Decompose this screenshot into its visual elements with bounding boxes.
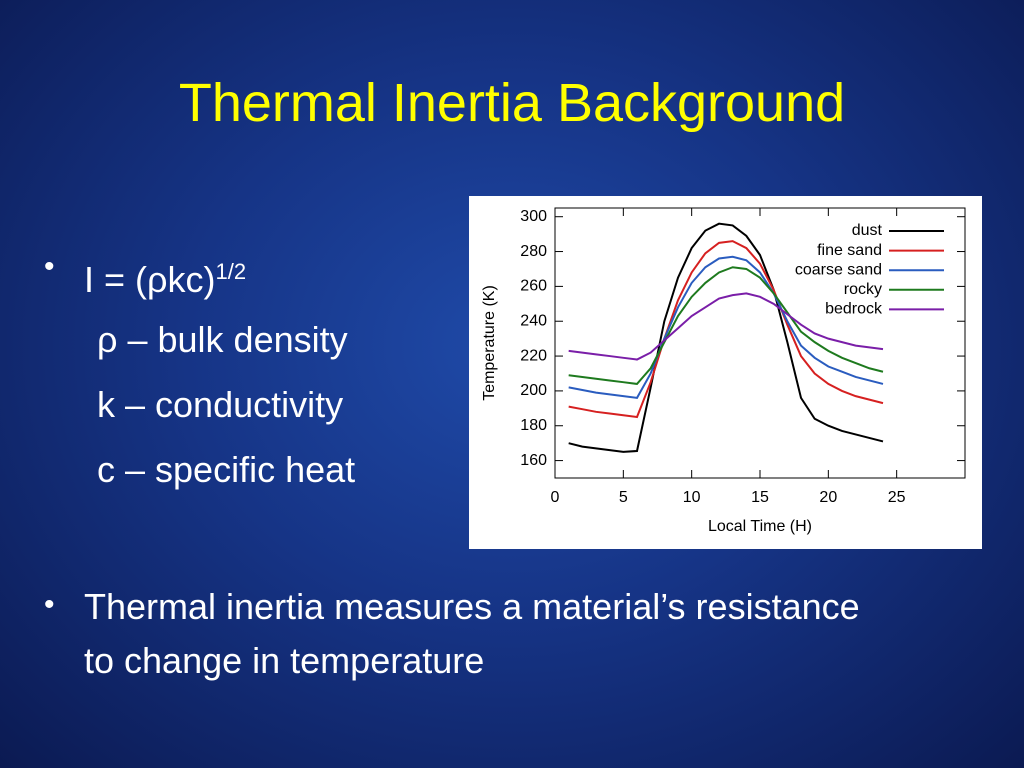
series-line <box>568 255 884 399</box>
x-tick-label: 15 <box>751 489 769 506</box>
chart: 160 180 200 220 240 260 280 300 0 5 10 15 20 25 Local … <box>469 196 982 549</box>
y-axis-label: Temperature (K) <box>481 285 498 401</box>
x-tick-label: 5 <box>619 489 628 506</box>
series-line <box>568 266 884 385</box>
series-line <box>568 292 884 361</box>
legend-label: coarse sand <box>795 261 882 278</box>
x-tick-label: 25 <box>888 489 906 506</box>
y-tick-label: 300 <box>520 208 547 225</box>
legend-label: rocky <box>844 281 882 298</box>
sub-item: k – conductivity <box>97 384 344 425</box>
bullet-dot: • <box>44 588 55 621</box>
y-tick-label: 220 <box>520 347 547 364</box>
sub-item: ρ – bulk density <box>97 319 348 360</box>
y-tick-label: 160 <box>520 452 547 469</box>
y-tick-label: 260 <box>520 278 547 295</box>
x-tick-label: 20 <box>819 489 837 506</box>
x-axis-label: Local Time (H) <box>708 518 812 535</box>
series-line <box>568 222 884 453</box>
y-tick-label: 280 <box>520 243 547 260</box>
series-line <box>568 240 884 419</box>
slide-title: Thermal Inertia Background <box>178 73 846 133</box>
x-tick-label: 10 <box>683 489 701 506</box>
sub-item: c – specific heat <box>97 449 356 490</box>
plot-frame <box>554 207 966 479</box>
bullet-dot: • <box>44 250 55 283</box>
y-tick-label: 200 <box>520 382 547 399</box>
bullet-text: I = (ρkc)1/2 <box>84 245 246 307</box>
bullet-text: Thermal inertia measures a material’s re… <box>84 586 860 681</box>
legend-label: bedrock <box>825 301 883 318</box>
x-tick-label: 0 <box>551 489 560 506</box>
y-tick-label: 180 <box>520 417 547 434</box>
superscript: 1/2 <box>215 259 247 284</box>
legend-label: dust <box>852 222 883 239</box>
y-tick-label: 240 <box>520 312 547 329</box>
legend-label: fine sand <box>817 242 882 259</box>
bullet-main: I = (ρkc) <box>84 259 216 300</box>
